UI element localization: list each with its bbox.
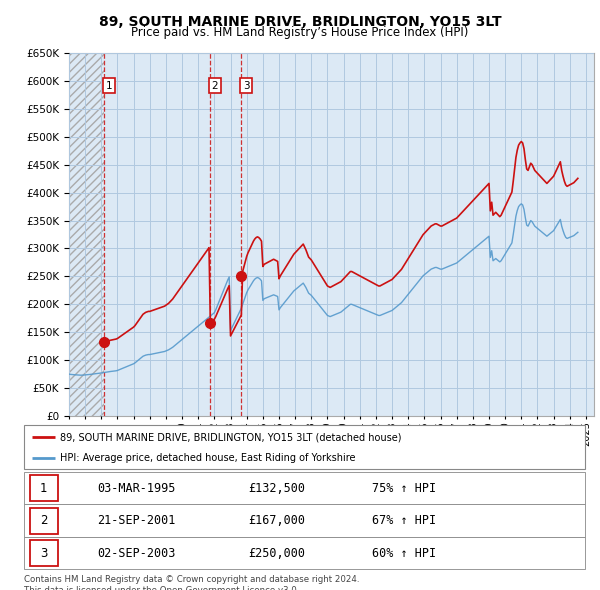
Text: HPI: Average price, detached house, East Riding of Yorkshire: HPI: Average price, detached house, East… bbox=[61, 453, 356, 463]
Text: 21-SEP-2001: 21-SEP-2001 bbox=[97, 514, 175, 527]
FancyBboxPatch shape bbox=[24, 504, 585, 537]
Text: 89, SOUTH MARINE DRIVE, BRIDLINGTON, YO15 3LT: 89, SOUTH MARINE DRIVE, BRIDLINGTON, YO1… bbox=[98, 15, 502, 29]
Text: Contains HM Land Registry data © Crown copyright and database right 2024.
This d: Contains HM Land Registry data © Crown c… bbox=[24, 575, 359, 590]
FancyBboxPatch shape bbox=[29, 540, 58, 566]
Text: 2: 2 bbox=[211, 81, 218, 91]
Text: 60% ↑ HPI: 60% ↑ HPI bbox=[372, 546, 436, 560]
FancyBboxPatch shape bbox=[24, 537, 585, 569]
Text: £167,000: £167,000 bbox=[248, 514, 305, 527]
Text: £250,000: £250,000 bbox=[248, 546, 305, 560]
Text: £132,500: £132,500 bbox=[248, 481, 305, 495]
Bar bbox=[69, 53, 104, 416]
Text: 89, SOUTH MARINE DRIVE, BRIDLINGTON, YO15 3LT (detached house): 89, SOUTH MARINE DRIVE, BRIDLINGTON, YO1… bbox=[61, 432, 402, 442]
Text: Price paid vs. HM Land Registry’s House Price Index (HPI): Price paid vs. HM Land Registry’s House … bbox=[131, 26, 469, 39]
Text: 75% ↑ HPI: 75% ↑ HPI bbox=[372, 481, 436, 495]
Text: 02-SEP-2003: 02-SEP-2003 bbox=[97, 546, 175, 560]
Text: 3: 3 bbox=[40, 546, 47, 560]
FancyBboxPatch shape bbox=[24, 472, 585, 504]
Text: 1: 1 bbox=[40, 481, 47, 495]
FancyBboxPatch shape bbox=[29, 507, 58, 534]
Text: 67% ↑ HPI: 67% ↑ HPI bbox=[372, 514, 436, 527]
FancyBboxPatch shape bbox=[24, 425, 585, 469]
Text: 2: 2 bbox=[40, 514, 47, 527]
Text: 03-MAR-1995: 03-MAR-1995 bbox=[97, 481, 175, 495]
Text: 3: 3 bbox=[243, 81, 250, 91]
Text: 1: 1 bbox=[106, 81, 112, 91]
FancyBboxPatch shape bbox=[29, 476, 58, 502]
